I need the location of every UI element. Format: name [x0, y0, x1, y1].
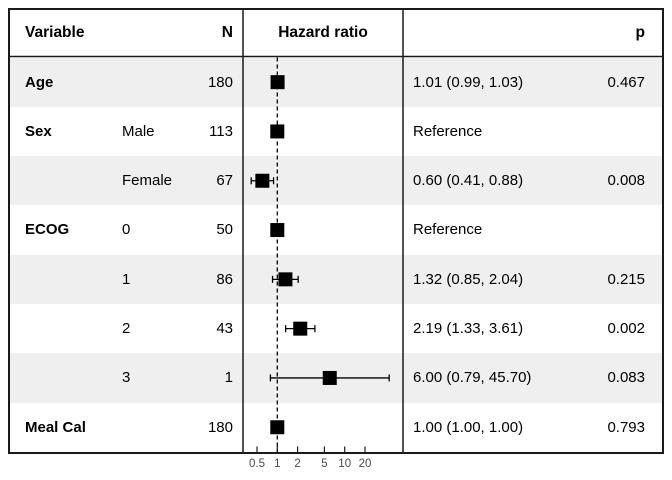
row-estimate: 1.01 (0.99, 1.03)	[413, 73, 524, 91]
row-variable	[25, 255, 122, 304]
table-row: Sex Male 113 Reference	[10, 107, 662, 156]
axis-tick-label: 5	[321, 458, 327, 470]
row-variable: Meal Cal	[25, 418, 86, 436]
row-variable	[25, 304, 122, 353]
row-estimate: 6.00 (0.79, 45.70)	[413, 369, 532, 387]
table-row: 3 1 6.00 (0.79, 45.70) 0.083	[10, 353, 662, 403]
row-p	[583, 107, 645, 156]
table-row: Age 180 1.01 (0.99, 1.03) 0.467	[10, 57, 662, 107]
row-level: 1	[122, 270, 131, 288]
row-n: 180	[207, 418, 233, 436]
row-level: 3	[122, 369, 131, 387]
row-estimate: Reference	[413, 221, 483, 239]
table-row: 2 43 2.19 (1.33, 3.61) 0.002	[10, 304, 662, 353]
table-rows: Age 180 1.01 (0.99, 1.03) 0.467 Sex Male…	[10, 57, 662, 453]
header-p: p	[635, 24, 645, 41]
header-n: N	[221, 24, 233, 41]
row-level	[122, 58, 190, 107]
axis-tick-label: 10	[338, 458, 351, 470]
row-plot-cell	[233, 403, 413, 452]
row-variable	[25, 156, 122, 205]
row-p: 0.215	[607, 270, 645, 288]
table-row: Female 67 0.60 (0.41, 0.88) 0.008	[10, 156, 662, 206]
table-row: ECOG 0 50 Reference	[10, 205, 662, 254]
row-plot-cell	[233, 156, 413, 205]
row-n: 50	[216, 221, 233, 239]
row-estimate: 2.19 (1.33, 3.61)	[413, 319, 524, 337]
row-plot-cell	[233, 255, 413, 304]
row-variable: Sex	[25, 122, 52, 140]
row-estimate: 1.00 (1.00, 1.00)	[413, 418, 524, 436]
axis-tick-label: 1	[274, 458, 280, 470]
row-plot-cell	[233, 107, 413, 156]
table-row: Meal Cal 180 1.00 (1.00, 1.00) 0.793	[10, 403, 662, 452]
header-spacer	[122, 10, 190, 56]
axis-tick-label: 0.5	[249, 458, 265, 470]
row-variable: ECOG	[25, 221, 70, 239]
row-level	[122, 403, 190, 452]
row-n: 180	[207, 73, 233, 91]
row-estimate: 0.60 (0.41, 0.88)	[413, 172, 524, 190]
row-p: 0.002	[607, 319, 645, 337]
row-variable	[25, 353, 122, 402]
axis-tick-label: 2	[294, 458, 300, 470]
row-n: 86	[216, 270, 233, 288]
row-p: 0.008	[607, 172, 645, 190]
row-plot-cell	[233, 304, 413, 353]
table-header: Variable N Hazard ratio p	[10, 10, 662, 56]
row-level: Male	[122, 122, 155, 140]
row-level: 2	[122, 319, 131, 337]
row-level: 0	[122, 221, 131, 239]
axis-tick-label: 20	[359, 458, 372, 470]
row-n: 67	[216, 172, 233, 190]
forest-table-frame: Variable N Hazard ratio p Age 180 1.01 (…	[8, 8, 664, 454]
row-p: 0.467	[607, 73, 645, 91]
row-plot-cell	[233, 353, 413, 402]
row-plot-cell	[233, 58, 413, 107]
header-hazard-ratio: Hazard ratio	[278, 24, 368, 41]
row-n: 1	[224, 369, 233, 387]
row-n: 43	[216, 319, 233, 337]
header-spacer2	[413, 10, 583, 56]
row-n: 113	[209, 122, 233, 140]
row-p	[583, 205, 645, 254]
table-row: 1 86 1.32 (0.85, 2.04) 0.215	[10, 254, 662, 304]
row-level: Female	[122, 172, 173, 190]
row-variable: Age	[25, 73, 54, 91]
row-p: 0.793	[607, 418, 645, 436]
row-p: 0.083	[607, 369, 645, 387]
row-estimate: Reference	[413, 122, 483, 140]
header-variable: Variable	[25, 24, 85, 41]
row-estimate: 1.32 (0.85, 2.04)	[413, 270, 524, 288]
row-plot-cell	[233, 205, 413, 254]
